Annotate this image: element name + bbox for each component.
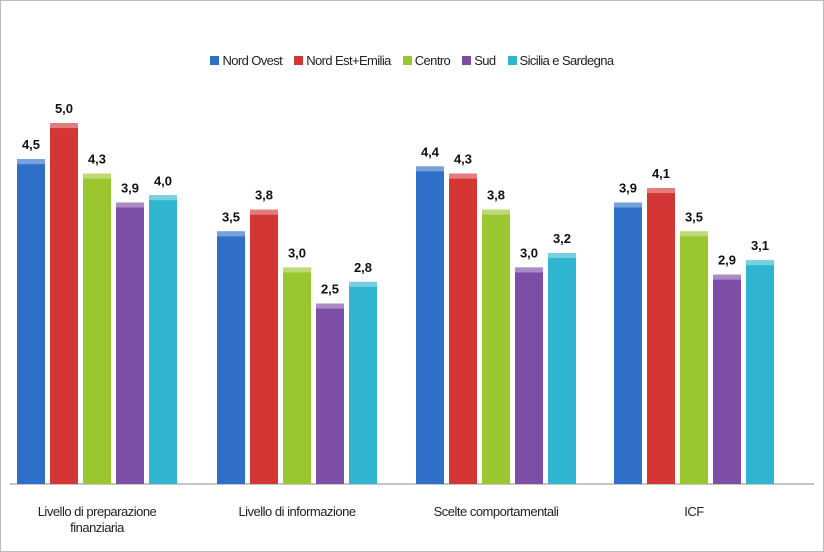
data-label-3-2: 3,5	[685, 209, 703, 224]
bar-shade-0-4	[149, 195, 177, 485]
bar-shade-0-3	[116, 202, 144, 484]
data-label-0-2: 4,3	[88, 152, 106, 167]
category-label-0-0: Livello di preparazione	[38, 504, 157, 519]
bar-cap-0-3	[116, 202, 144, 208]
data-label-0-0: 4,5	[22, 137, 40, 152]
bar-cap-2-3	[515, 267, 543, 273]
data-label-3-4: 3,1	[751, 238, 769, 253]
legend-swatch-0	[210, 56, 220, 65]
data-label-1-4: 2,8	[354, 260, 372, 275]
bar-cap-3-2	[680, 231, 708, 237]
bar-shade-0-2	[83, 173, 111, 485]
bar-cap-0-1	[50, 123, 78, 129]
data-label-0-3: 3,9	[121, 180, 139, 195]
bar-shade-0-1	[50, 123, 78, 484]
data-label-1-2: 3,0	[288, 245, 306, 260]
legend-swatch-1	[294, 56, 304, 65]
data-label-3-0: 3,9	[619, 180, 637, 195]
legend-label-0: Nord Ovest	[222, 53, 283, 68]
legend-item-0: Nord Ovest	[210, 53, 283, 68]
legend-swatch-2	[402, 56, 412, 65]
data-label-2-2: 3,8	[487, 188, 505, 203]
bar-cap-2-2	[482, 209, 510, 215]
bar-shade-2-4	[548, 253, 576, 484]
bar-shade-0-0	[17, 159, 45, 484]
bar-cap-3-1	[647, 188, 675, 194]
legend-label-3: Sud	[474, 53, 496, 68]
legend-label-4: Sicilia e Sardegna	[519, 53, 615, 68]
category-label-1-0: Livello di informazione	[238, 504, 355, 519]
bar-shade-2-0	[416, 166, 444, 484]
legend-item-2: Centro	[402, 53, 451, 68]
data-label-2-4: 3,2	[553, 231, 571, 246]
bar-cap-3-3	[713, 274, 741, 280]
data-label-1-1: 3,8	[255, 188, 273, 203]
bar-cap-2-1	[449, 173, 477, 179]
legend-item-3: Sud	[462, 53, 496, 68]
category-label-0-1: finanziaria	[70, 520, 125, 535]
bar-shade-2-2	[482, 209, 510, 484]
data-label-0-1: 5,0	[55, 101, 73, 116]
legend-swatch-4	[507, 56, 517, 65]
bar-shade-1-3	[316, 303, 344, 484]
data-label-2-0: 4,4	[421, 144, 440, 159]
bar-shade-3-2	[680, 231, 708, 484]
bar-cap-3-0	[614, 202, 642, 208]
data-label-3-1: 4,1	[652, 166, 670, 181]
bar-cap-1-4	[349, 281, 377, 287]
data-label-2-1: 4,3	[454, 152, 472, 167]
bar-shade-3-1	[647, 188, 675, 484]
bar-shade-1-0	[217, 231, 245, 484]
bar-shade-3-0	[614, 202, 642, 484]
bar-cap-0-2	[83, 173, 111, 179]
bar-shade-3-4	[746, 260, 774, 484]
bar-shade-2-3	[515, 267, 543, 484]
data-label-1-0: 3,5	[222, 209, 240, 224]
legend-item-4: Sicilia e Sardegna	[507, 53, 615, 68]
data-label-3-3: 2,9	[718, 253, 736, 268]
chart-legend: Nord Ovest Nord Est+Emilia Centro Sud Sicili…	[0, 53, 824, 68]
legend-label-2: Centro	[414, 53, 451, 68]
data-label-2-3: 3,0	[520, 245, 538, 260]
bar-cap-3-4	[746, 260, 774, 266]
category-label-3-0: ICF	[684, 504, 704, 519]
category-label-2-0: Scelte comportamentali	[434, 504, 559, 519]
bar-shade-2-1	[449, 173, 477, 485]
data-label-0-4: 4,0	[154, 173, 172, 188]
bar-shade-1-4	[349, 281, 377, 484]
data-label-1-3: 2,5	[321, 282, 339, 297]
legend-item-1: Nord Est+Emilia	[294, 53, 391, 68]
bar-cap-2-0	[416, 166, 444, 172]
bar-cap-1-3	[316, 303, 344, 309]
bar-cap-0-4	[149, 195, 177, 201]
legend-label-1: Nord Est+Emilia	[306, 53, 391, 68]
bar-cap-1-1	[250, 209, 278, 215]
bar-shade-1-1	[250, 209, 278, 484]
bar-cap-2-4	[548, 253, 576, 259]
bar-shade-3-3	[713, 274, 741, 484]
legend-swatch-3	[462, 56, 472, 65]
bar-cap-0-0	[17, 159, 45, 165]
bar-shade-1-2	[283, 267, 311, 484]
bar-cap-1-0	[217, 231, 245, 237]
bar-cap-1-2	[283, 267, 311, 273]
